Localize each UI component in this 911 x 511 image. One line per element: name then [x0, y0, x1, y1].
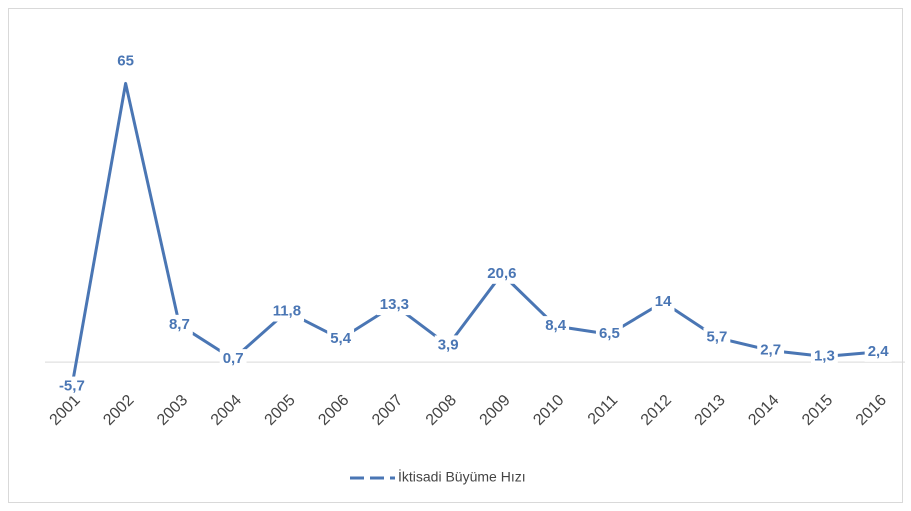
- data-label-bg: [595, 324, 623, 345]
- data-label: 11,8: [273, 303, 301, 320]
- data-label-group: 6,5: [595, 324, 623, 345]
- data-label-bg: [165, 314, 193, 335]
- data-label-bg: [864, 341, 892, 362]
- data-label-group: 8,7: [165, 314, 193, 335]
- data-label-bg: [434, 335, 462, 356]
- data-label: 5,7: [706, 329, 727, 346]
- data-label: -5,7: [59, 378, 85, 395]
- data-label-group: 14: [651, 292, 675, 313]
- data-label-group: 13,3: [376, 295, 412, 316]
- data-label-bg: [484, 263, 520, 284]
- data-label: 20,6: [487, 265, 516, 282]
- data-label-bg: [757, 340, 785, 361]
- data-label: 2,7: [760, 342, 781, 359]
- data-label: 2,4: [868, 343, 890, 360]
- data-label: 8,7: [169, 316, 190, 333]
- data-label-group: 20,6: [484, 263, 520, 284]
- data-label-bg: [55, 376, 88, 397]
- data-label-group: 5,4: [327, 328, 355, 349]
- data-line: [70, 81, 879, 387]
- data-label-bg: [327, 328, 355, 349]
- data-label: 5,4: [330, 330, 352, 347]
- data-label-group: 0,7: [219, 349, 247, 370]
- data-label-group: 2,7: [757, 340, 785, 361]
- data-label-group: 65: [114, 51, 137, 72]
- legend-label: İktisadi Büyüme Hızı: [398, 468, 526, 485]
- data-label-group: 11,8: [269, 301, 305, 322]
- data-label-bg: [810, 346, 838, 367]
- data-label: 13,3: [380, 296, 409, 313]
- data-label: 8,4: [545, 317, 567, 334]
- data-label-bg: [376, 295, 412, 316]
- data-label: 65: [117, 52, 134, 69]
- data-label-bg: [542, 316, 570, 337]
- data-label-bg: [269, 301, 305, 322]
- data-label-bg: [651, 292, 675, 313]
- data-label-group: -5,7: [55, 376, 88, 397]
- data-label: 3,9: [438, 336, 459, 353]
- data-label: 14: [655, 293, 672, 310]
- data-label-group: 8,4: [542, 316, 570, 337]
- data-label-bg: [703, 327, 731, 348]
- data-label-bg: [114, 51, 137, 72]
- data-label-bg: [219, 349, 247, 370]
- data-label-group: 5,7: [703, 327, 731, 348]
- data-label-group: 3,9: [434, 335, 462, 356]
- chart-frame: [8, 8, 903, 503]
- data-label: 6,5: [599, 325, 620, 342]
- data-label: 0,7: [223, 350, 244, 367]
- data-label: 1,3: [814, 348, 835, 365]
- data-label-group: 2,4: [864, 341, 892, 362]
- data-label-group: 1,3: [810, 346, 838, 367]
